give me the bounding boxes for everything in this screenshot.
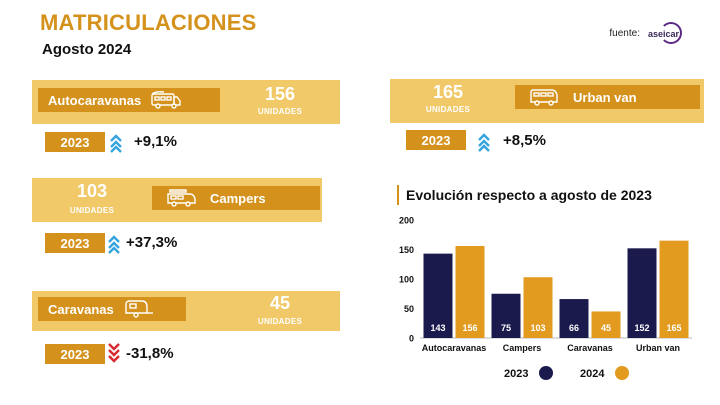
card-urbanvan-year: 2023 — [406, 130, 466, 150]
card-urbanvan-change: +8,5% — [503, 132, 546, 149]
aseicar-logo: aseicar — [648, 22, 684, 44]
chart-title: Evolución respecto a agosto de 2023 — [397, 185, 652, 205]
bar-2024 — [523, 277, 553, 338]
bar-2024 — [591, 311, 621, 338]
x-tick-label: Autocaravanas — [422, 343, 487, 353]
card-campers-year: 2023 — [45, 233, 105, 253]
page-subtitle: Agosto 2024 — [42, 41, 132, 58]
card-urbanvan-value: 165 — [432, 82, 464, 102]
card-campers-change: +37,3% — [126, 234, 178, 251]
bar-data-label: 66 — [569, 323, 579, 333]
bar-2024 — [659, 240, 689, 338]
bar-data-label: 75 — [501, 323, 511, 333]
card-autocaravanas-change: +9,1% — [134, 133, 177, 150]
bar-2023 — [559, 299, 589, 338]
bar-data-label: 45 — [601, 323, 611, 333]
card-urbanvan-unit: UNIDADES — [425, 105, 471, 114]
x-tick-label: Campers — [503, 343, 542, 353]
y-tick-label: 200 — [399, 216, 414, 226]
down-arrow-icon — [108, 343, 120, 363]
y-tick-label: 150 — [399, 245, 414, 255]
card-caravanas-unit: UNIDADES — [257, 317, 303, 326]
card-urbanvan-label: Urban van — [515, 85, 700, 109]
up-arrow-icon — [478, 133, 490, 152]
camper-icon — [167, 189, 196, 207]
card-caravanas-label-text: Caravanas — [48, 301, 114, 317]
card-autocaravanas-year: 2023 — [45, 132, 105, 152]
card-autocaravanas-unit: UNIDADES — [257, 107, 303, 116]
up-arrow-icon — [108, 235, 120, 254]
card-campers-label: Campers — [152, 186, 320, 210]
legend-marker — [615, 366, 629, 380]
card-caravanas-label: Caravanas — [38, 297, 186, 321]
logo-ring — [660, 22, 682, 44]
card-caravanas-value: 45 — [269, 293, 291, 313]
bar-data-label: 156 — [462, 323, 477, 333]
bar-2023 — [491, 293, 521, 338]
card-campers-value: 103 — [76, 181, 108, 201]
card-urbanvan-label-text: Urban van — [573, 89, 637, 105]
y-tick-label: 50 — [404, 304, 414, 314]
van-icon — [530, 89, 558, 106]
legend-label: 2023 — [504, 368, 528, 380]
bar-data-label: 103 — [530, 323, 545, 333]
source-label: fuente: — [609, 27, 640, 39]
x-tick-label: Caravanas — [567, 343, 613, 353]
motorhome-icon — [151, 91, 181, 109]
page-title: MATRICULACIONES — [40, 10, 257, 35]
bar-2023 — [423, 253, 453, 338]
logo-text: aseicar — [648, 29, 680, 39]
bar-chart: 0 50 100 150 200 143 156 Autocaravanas 75 103 Camp… — [399, 216, 692, 380]
bar-data-label: 143 — [430, 323, 445, 333]
card-caravanas-change: -31,8% — [126, 345, 174, 362]
y-tick-label: 0 — [409, 334, 414, 344]
card-campers-unit: UNIDADES — [69, 206, 115, 215]
card-autocaravanas-label-text: Autocaravanas — [48, 92, 142, 108]
x-tick-label: Urban van — [636, 343, 680, 353]
legend-label: 2024 — [580, 368, 605, 380]
y-tick-label: 100 — [399, 275, 414, 285]
bar-data-label: 165 — [666, 323, 681, 333]
bar-2023 — [627, 248, 657, 338]
up-arrow-icon — [110, 134, 122, 153]
legend-marker — [539, 366, 553, 380]
card-autocaravanas-label: Autocaravanas — [38, 88, 220, 112]
caravan-icon — [125, 300, 153, 318]
bar-data-label: 152 — [634, 323, 649, 333]
card-caravanas-year: 2023 — [45, 344, 105, 364]
card-autocaravanas-value: 156 — [264, 84, 296, 104]
card-campers-label-text: Campers — [210, 190, 266, 206]
source: fuente: aseicar — [609, 22, 684, 44]
bar-2024 — [455, 245, 485, 338]
